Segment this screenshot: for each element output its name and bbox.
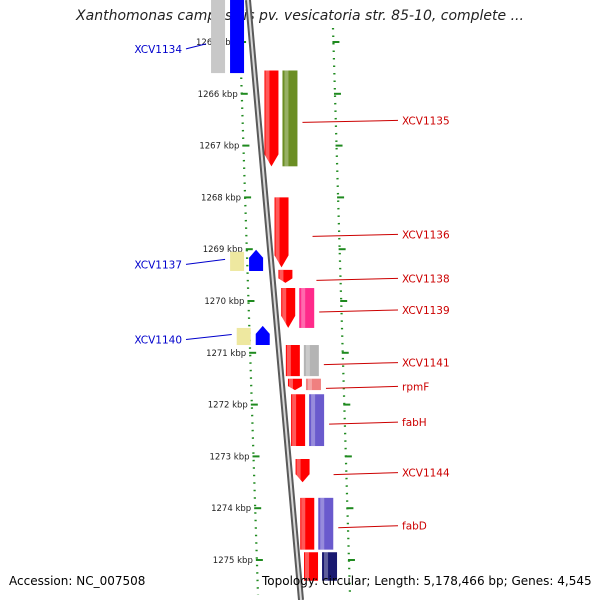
gene-arrow-xcv1135[interactable] [264, 70, 279, 167]
gene-label-xcv1137[interactable]: XCV1137 [134, 259, 182, 271]
gene-category-xcv1134[interactable] [211, 0, 226, 74]
gene-arrow-xcv1136[interactable] [274, 197, 289, 268]
gene-category-shade-gene-12 [324, 552, 329, 581]
gene-arrow-shade-fabd [301, 497, 306, 550]
gene-arrow-xcv1140[interactable] [255, 325, 270, 346]
topology-label: Topology: circular; Length: 5,178,466 bp… [262, 574, 592, 588]
gene-label-xcv1139[interactable]: XCV1139 [402, 305, 450, 317]
gene-category-rpmf[interactable] [305, 378, 321, 391]
gene-arrow-xcv1139[interactable] [281, 288, 296, 328]
gene-leader-fabh [329, 421, 399, 425]
gene-arrow-xcv1141[interactable] [285, 345, 300, 377]
gene-leader-xcv1140 [185, 333, 232, 340]
gene-category-shade-xcv1135 [284, 70, 289, 167]
gene-category-fabd[interactable] [318, 497, 334, 550]
gene-leader-xcv1137 [185, 258, 226, 265]
gene-category-xcv1141[interactable] [303, 345, 319, 377]
gene-label-xcv1136[interactable]: XCV1136 [402, 229, 450, 241]
ruler-label-1274: 1274 kbp [211, 504, 251, 514]
gene-leader-fabd [338, 525, 399, 529]
ruler-label-1272: 1272 kbp [208, 401, 248, 411]
ruler-left-edge [238, 39, 260, 596]
gene-label-fabd[interactable]: fabD [402, 521, 427, 533]
gene-arrow-xcv1144[interactable] [295, 458, 310, 483]
ruler-label-1268: 1268 kbp [201, 193, 241, 203]
gene-label-xcv1144[interactable]: XCV1144 [402, 468, 450, 480]
gene-label-rpmf[interactable]: rpmF [402, 381, 429, 393]
gene-category-xcv1139[interactable] [299, 288, 315, 328]
gene-label-xcv1135[interactable]: XCV1135 [402, 115, 450, 127]
gene-arrow-xcv1138[interactable] [278, 269, 293, 283]
gene-label-fabh[interactable]: fabH [402, 417, 427, 429]
ruler-label-1271: 1271 kbp [206, 349, 246, 359]
gene-category-xcv1135[interactable] [282, 70, 298, 167]
gene-arrow-shade-xcv1135 [265, 70, 270, 167]
gene-arrow-gene-12[interactable] [304, 552, 319, 581]
gene-arrow-shade-xcv1138 [279, 269, 284, 283]
gene-leader-xcv1134 [185, 43, 207, 50]
gene-category-shade-fabh [311, 394, 316, 447]
gene-arrow-xcv1137[interactable] [249, 249, 264, 271]
ruler-label-1267: 1267 kbp [199, 142, 239, 152]
gene-arrow-shade-gene-12 [305, 552, 310, 581]
gene-label-xcv1141[interactable]: XCV1141 [402, 358, 450, 370]
map-title: Xanthomonas campestris pv. vesicatoria s… [76, 8, 524, 24]
gene-arrow-shade-xcv1144 [296, 458, 301, 483]
gene-category-shade-xcv1141 [305, 345, 310, 377]
gene-arrow-xcv1134[interactable] [230, 0, 245, 74]
gene-leader-xcv1135 [302, 119, 399, 123]
gene-arrow-fabd[interactable] [300, 497, 315, 550]
gene-arrow-shade-fabh [292, 394, 297, 447]
gene-leader-rpmf [325, 385, 399, 389]
gene-label-xcv1134[interactable]: XCV1134 [134, 44, 182, 56]
gene-category-shade-fabd [320, 497, 325, 550]
backbone-highlight [247, 0, 302, 600]
gene-leader-xcv1138 [316, 277, 399, 281]
accession-label: Accession: NC_007508 [9, 574, 146, 588]
ruler-label-1269: 1269 kbp [203, 245, 243, 255]
gene-leader-xcv1141 [323, 362, 399, 366]
gene-arrow-shade-xcv1141 [286, 345, 291, 377]
ruler-label-1266: 1266 kbp [198, 90, 238, 100]
gene-category-shade-xcv1139 [301, 288, 306, 328]
gene-arrow-shade-rpmf [288, 378, 293, 391]
gene-arrow-rpmf[interactable] [287, 378, 302, 391]
gene-leader-xcv1139 [319, 309, 399, 313]
gene-category-fabh[interactable] [309, 394, 325, 447]
gene-arrow-fabh[interactable] [291, 394, 306, 447]
gene-category-shade-rpmf [307, 378, 312, 391]
gene-label-xcv1138[interactable]: XCV1138 [402, 273, 450, 285]
ruler-right-edge [331, 27, 352, 596]
gene-category-xcv1137[interactable] [230, 251, 245, 271]
gene-leader-xcv1144 [333, 472, 399, 476]
ruler-label-1270: 1270 kbp [204, 297, 244, 307]
gene-label-xcv1140[interactable]: XCV1140 [134, 334, 182, 346]
ruler-label-1275: 1275 kbp [213, 556, 253, 566]
gene-arrow-shade-xcv1139 [282, 288, 287, 328]
gene-leader-xcv1136 [312, 233, 399, 237]
gene-category-gene-12[interactable] [322, 552, 338, 581]
gene-arrow-shade-xcv1136 [275, 197, 280, 268]
gene-category-xcv1140[interactable] [236, 327, 251, 346]
ruler-label-1273: 1273 kbp [209, 452, 249, 462]
